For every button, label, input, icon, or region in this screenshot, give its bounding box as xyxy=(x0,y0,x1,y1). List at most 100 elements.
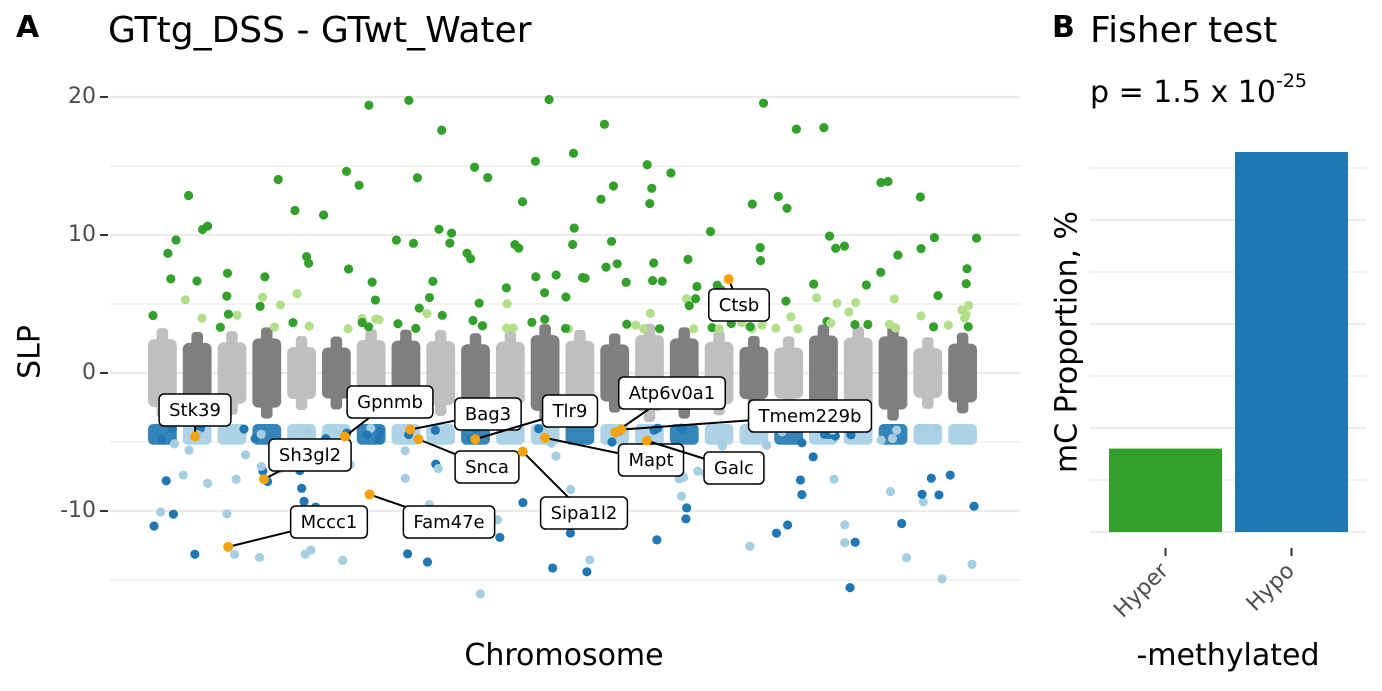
data-point xyxy=(917,489,927,499)
highlighted-gene-point xyxy=(339,431,350,442)
data-point xyxy=(850,319,860,330)
data-point xyxy=(475,589,485,599)
data-point xyxy=(714,324,724,334)
gene-label-box xyxy=(708,288,770,322)
data-point xyxy=(840,520,850,530)
data-point xyxy=(288,318,298,328)
data-point xyxy=(689,324,699,334)
data-point xyxy=(256,461,266,472)
data-point xyxy=(631,320,641,330)
data-point xyxy=(926,473,936,483)
data-point xyxy=(469,162,480,172)
chromosome-band-peak xyxy=(504,330,517,416)
data-point xyxy=(391,235,401,245)
data-point xyxy=(916,311,926,321)
gene-label-box xyxy=(703,451,765,485)
chromosome-band-peak xyxy=(295,335,308,411)
data-point xyxy=(412,173,422,183)
data-point xyxy=(366,423,376,433)
data-point xyxy=(502,299,512,309)
data-point xyxy=(566,484,576,495)
data-point xyxy=(824,231,835,241)
data-point xyxy=(608,181,619,191)
data-point xyxy=(961,309,971,320)
data-point xyxy=(183,190,194,201)
data-point xyxy=(222,291,232,301)
data-point xyxy=(256,429,266,439)
data-point xyxy=(757,320,767,330)
data-point xyxy=(171,235,181,245)
data-point xyxy=(795,475,806,485)
data-point xyxy=(945,470,955,480)
hypo-band xyxy=(565,424,595,445)
data-point xyxy=(782,203,792,213)
data-point xyxy=(901,553,912,563)
data-point xyxy=(190,549,200,559)
gene-label-text: Galc xyxy=(714,458,754,479)
data-point xyxy=(414,303,424,313)
p-value-prefix: p = 1.5 x 10 xyxy=(1090,75,1276,110)
data-point xyxy=(676,491,687,501)
data-point xyxy=(403,549,413,559)
bar-marks xyxy=(1109,152,1348,532)
data-point xyxy=(510,239,520,250)
highlighted-gene-point xyxy=(723,274,734,285)
data-point xyxy=(354,180,364,190)
data-point xyxy=(437,125,447,135)
data-point xyxy=(341,166,352,176)
data-point xyxy=(683,254,693,264)
gene-label-text: Fam47e xyxy=(413,512,484,533)
data-point xyxy=(275,300,286,310)
data-point xyxy=(919,423,929,433)
data-point xyxy=(437,310,447,320)
data-point xyxy=(929,233,940,243)
gene-label-text: Snca xyxy=(465,457,509,478)
chromosome-band-peak xyxy=(817,324,830,422)
data-point xyxy=(606,236,617,247)
data-point xyxy=(747,199,757,209)
highlighted-gene-point xyxy=(517,446,528,457)
gene-label-box xyxy=(539,496,629,530)
data-point xyxy=(184,445,194,455)
data-point xyxy=(565,528,576,538)
data-point xyxy=(585,555,595,565)
data-point xyxy=(551,451,561,461)
data-point xyxy=(962,264,972,274)
data-point xyxy=(527,317,537,327)
data-point xyxy=(501,283,512,293)
data-point xyxy=(230,549,240,559)
gene-label-box xyxy=(617,376,727,410)
gene-label-text: Tlr9 xyxy=(552,401,588,422)
data-point xyxy=(648,276,658,286)
highlighted-gene-point xyxy=(259,474,270,485)
chromosome-band-peak xyxy=(261,327,273,419)
data-point xyxy=(712,280,722,290)
hypo-band xyxy=(704,424,734,445)
gene-label-box xyxy=(158,393,232,427)
data-point xyxy=(934,490,944,500)
data-point xyxy=(826,318,836,328)
data-point xyxy=(916,244,926,254)
x-tick-label-hypo: Hypo xyxy=(1242,559,1300,617)
data-point xyxy=(971,233,982,243)
data-point xyxy=(915,192,925,202)
chromosome-band-peak xyxy=(434,330,447,416)
data-point xyxy=(845,583,855,593)
data-point xyxy=(797,438,807,448)
highlighted-gene-point xyxy=(641,435,652,446)
gene-labels: Stk39 Sh3gl2 Mccc1 Gpnmb Fam47e Bag3 Snca Tlr9 S… xyxy=(158,274,873,552)
data-point xyxy=(716,438,727,449)
data-point xyxy=(404,95,414,105)
data-point xyxy=(657,276,667,286)
data-point xyxy=(682,503,692,513)
data-point xyxy=(445,238,455,248)
data-point xyxy=(231,474,241,484)
panel-a-title: GTtg_DSS - GTwt_Water xyxy=(108,10,532,51)
highlighted-gene-point xyxy=(223,541,234,552)
data-point xyxy=(343,264,354,274)
gene-label-text: Sh3gl2 xyxy=(279,445,341,466)
bar-hyper xyxy=(1109,448,1222,532)
data-point xyxy=(156,434,167,444)
data-point xyxy=(887,433,898,444)
data-point xyxy=(897,518,907,529)
